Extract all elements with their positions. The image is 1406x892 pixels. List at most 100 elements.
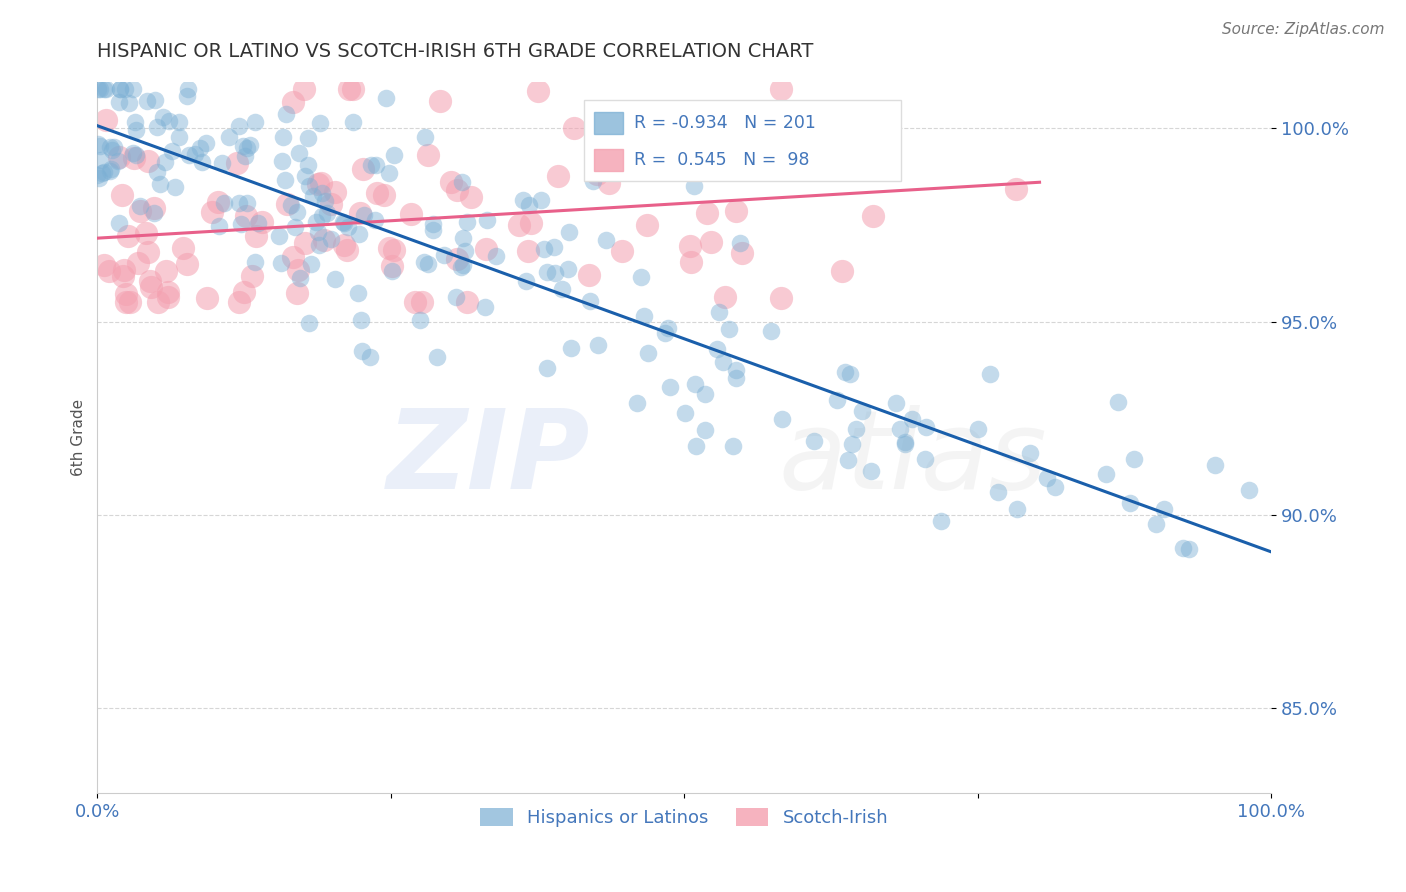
- Point: [274, 106, 297, 120]
- Point: [194, 136, 217, 151]
- Point: [281, 251, 304, 265]
- Point: [117, 229, 139, 244]
- Point: [269, 228, 291, 243]
- Point: [212, 196, 235, 211]
- Point: [517, 198, 540, 212]
- Point: [93, 82, 115, 96]
- Point: [89, 139, 111, 153]
- Point: [240, 268, 263, 283]
- Point: [98, 140, 121, 154]
- Point: [474, 243, 496, 257]
- Point: [889, 422, 911, 436]
- Text: Source: ZipAtlas.com: Source: ZipAtlas.com: [1222, 22, 1385, 37]
- Point: [547, 169, 569, 183]
- Point: [108, 150, 131, 164]
- Point: [560, 341, 582, 355]
- Point: [979, 368, 1001, 382]
- Point: [86, 168, 108, 182]
- Point: [143, 201, 166, 215]
- Point: [683, 178, 706, 193]
- Point: [323, 185, 346, 199]
- Point: [578, 294, 600, 309]
- Point: [901, 412, 924, 426]
- Point: [475, 213, 498, 227]
- Point: [446, 290, 468, 304]
- Point: [1178, 542, 1201, 557]
- Point: [1171, 541, 1194, 556]
- Point: [127, 256, 149, 270]
- Point: [834, 365, 856, 379]
- Point: [446, 252, 468, 266]
- Point: [416, 147, 439, 161]
- Point: [675, 120, 697, 134]
- Point: [304, 215, 326, 229]
- Text: atlas: atlas: [778, 405, 1046, 512]
- Point: [862, 209, 884, 223]
- Point: [707, 305, 730, 319]
- Point: [630, 269, 652, 284]
- Point: [273, 173, 295, 187]
- Point: [790, 154, 813, 169]
- Point: [136, 154, 159, 169]
- Point: [378, 241, 401, 255]
- Point: [112, 269, 135, 284]
- Point: [422, 218, 444, 232]
- Point: [349, 313, 371, 327]
- Point: [333, 237, 356, 252]
- Point: [321, 232, 343, 246]
- Point: [243, 115, 266, 129]
- Point: [176, 89, 198, 103]
- Point: [384, 243, 406, 257]
- Point: [1018, 446, 1040, 460]
- Point: [416, 257, 439, 271]
- Point: [350, 344, 373, 359]
- Point: [103, 140, 125, 154]
- Point: [332, 215, 354, 229]
- Point: [124, 114, 146, 128]
- Point: [284, 219, 307, 234]
- Point: [98, 163, 121, 178]
- Point: [207, 219, 229, 233]
- Point: [770, 412, 793, 426]
- Point: [347, 285, 370, 300]
- Point: [163, 180, 186, 194]
- Point: [292, 82, 315, 96]
- Point: [114, 82, 136, 96]
- Point: [118, 295, 141, 310]
- Point: [211, 155, 233, 169]
- Point: [190, 154, 212, 169]
- Point: [297, 158, 319, 172]
- Point: [1204, 458, 1226, 472]
- Point: [271, 154, 294, 169]
- Point: [153, 154, 176, 169]
- Point: [152, 110, 174, 124]
- Point: [316, 206, 339, 220]
- Text: R = -0.934   N = 201: R = -0.934 N = 201: [634, 114, 815, 132]
- Point: [156, 290, 179, 304]
- Point: [353, 208, 375, 222]
- Point: [578, 268, 600, 282]
- Point: [201, 205, 224, 219]
- Point: [333, 216, 356, 230]
- Point: [184, 147, 207, 161]
- Point: [683, 376, 706, 391]
- Point: [543, 240, 565, 254]
- Point: [527, 84, 550, 98]
- Point: [658, 380, 681, 394]
- Point: [239, 137, 262, 152]
- Point: [725, 371, 748, 385]
- Point: [412, 255, 434, 269]
- Point: [87, 82, 110, 96]
- Point: [280, 198, 302, 212]
- Point: [728, 236, 751, 251]
- Point: [352, 162, 374, 177]
- Point: [1237, 483, 1260, 498]
- Point: [1107, 395, 1129, 409]
- Point: [94, 112, 117, 127]
- Point: [700, 235, 723, 249]
- Point: [426, 350, 449, 364]
- Point: [118, 96, 141, 111]
- Point: [721, 439, 744, 453]
- Point: [146, 120, 169, 134]
- Point: [517, 244, 540, 259]
